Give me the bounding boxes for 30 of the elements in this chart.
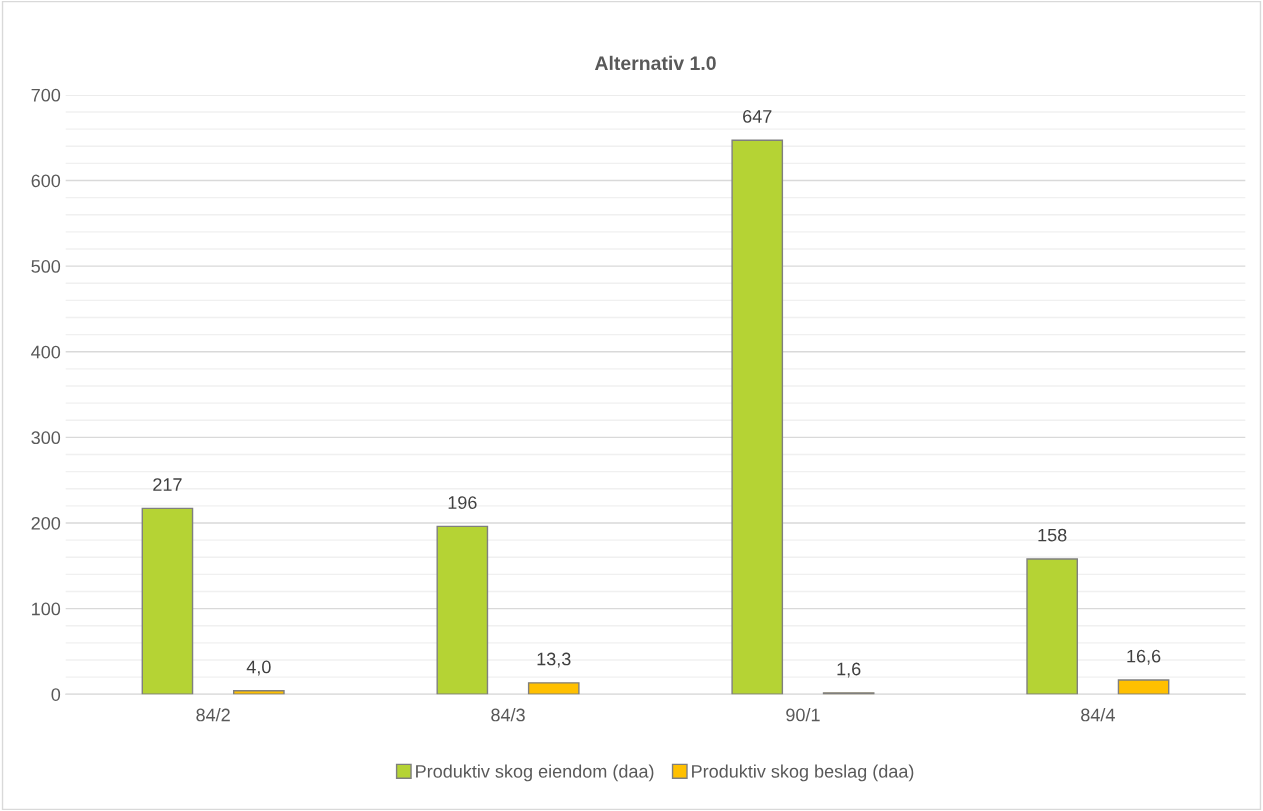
chart-title: Alternativ 1.0 [594, 55, 716, 71]
data-label: 16,6 [1127, 649, 1161, 665]
data-label: 196 [448, 496, 477, 509]
bar [141, 507, 194, 695]
x-tick-label: 90/1 [786, 708, 820, 722]
bar [527, 682, 580, 695]
legend-label: Produktiv skog eiendom (daa) [416, 764, 654, 782]
y-tick-label: 100 [32, 602, 61, 616]
bar [436, 525, 489, 695]
y-tick-label: 700 [31, 88, 61, 102]
y-tick-label: 600 [31, 174, 61, 188]
x-tick-label: 84/3 [491, 708, 525, 722]
y-tick-label: 300 [31, 431, 61, 445]
y-tick-label: 500 [31, 260, 61, 273]
y-tick-label: 0 [51, 688, 61, 701]
legend-label: Produktiv skog beslag (daa) [692, 764, 914, 782]
data-label: 217 [153, 478, 182, 491]
data-label: 158 [1038, 528, 1067, 542]
x-tick-label: 84/2 [196, 708, 230, 722]
y-tick-label: 200 [31, 516, 61, 530]
data-label: 647 [743, 110, 772, 123]
bar [731, 139, 784, 695]
bar [1026, 558, 1078, 695]
bar [233, 690, 285, 695]
data-label: 4,0 [246, 660, 271, 676]
x-tick-label: 84/4 [1081, 708, 1115, 722]
data-label: 13,3 [537, 652, 571, 668]
data-label: 1,6 [837, 662, 861, 678]
bar [1117, 679, 1170, 695]
y-tick-label: 400 [31, 345, 61, 359]
